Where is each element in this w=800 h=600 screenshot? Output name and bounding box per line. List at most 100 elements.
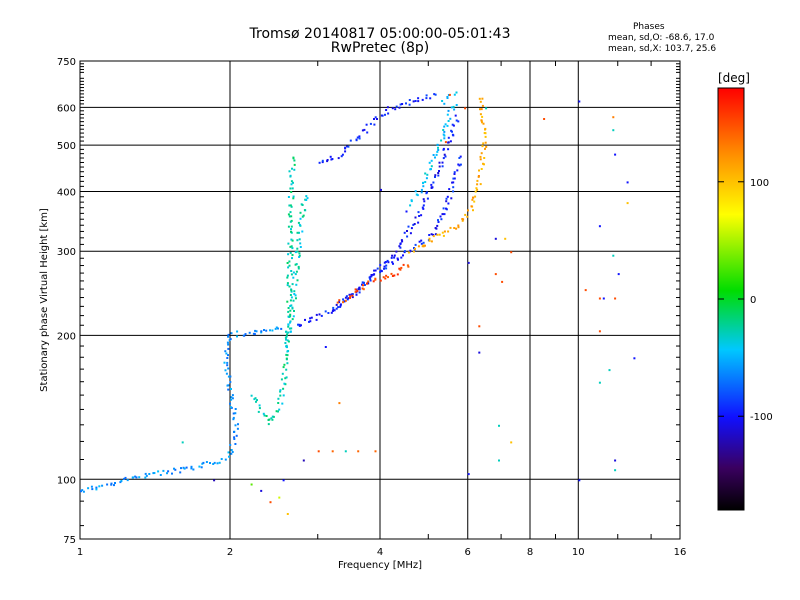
- data-point: [422, 185, 425, 188]
- data-point: [289, 187, 292, 190]
- data-point: [291, 187, 294, 190]
- data-point: [373, 123, 376, 126]
- data-point: [224, 369, 227, 372]
- colorbar-tick-label: 0: [750, 295, 756, 306]
- data-point: [287, 310, 290, 313]
- data-point: [438, 161, 441, 164]
- data-point: [397, 258, 399, 261]
- data-point: [285, 353, 288, 356]
- data-point: [395, 105, 398, 108]
- data-point: [297, 323, 299, 326]
- data-point: [218, 461, 221, 464]
- data-point: [474, 195, 477, 198]
- data-point: [213, 479, 216, 482]
- data-point: [617, 273, 620, 276]
- data-point: [612, 116, 615, 119]
- data-point: [380, 188, 382, 191]
- data-point: [441, 161, 444, 164]
- data-point: [287, 325, 290, 328]
- data-point: [308, 320, 310, 323]
- data-point: [231, 451, 234, 453]
- data-point: [234, 424, 237, 427]
- data-point: [467, 473, 470, 476]
- data-point: [498, 459, 500, 462]
- data-point: [442, 157, 445, 160]
- data-point: [306, 197, 309, 200]
- data-point: [274, 327, 277, 330]
- data-point: [227, 335, 229, 338]
- data-point: [299, 246, 302, 248]
- y-tick-label: 600: [57, 103, 76, 114]
- data-point: [434, 93, 437, 96]
- data-point: [437, 149, 440, 151]
- data-point: [286, 333, 288, 336]
- data-point: [286, 282, 289, 285]
- data-point: [293, 310, 295, 312]
- data-point: [285, 345, 288, 348]
- data-point: [356, 136, 359, 139]
- data-point: [299, 211, 302, 214]
- data-point: [441, 165, 444, 168]
- data-point: [481, 145, 484, 148]
- data-point: [430, 240, 433, 243]
- data-point: [453, 227, 456, 229]
- data-point: [461, 218, 464, 220]
- data-point: [376, 118, 378, 120]
- y-tick-label: 200: [57, 331, 76, 342]
- data-point: [423, 200, 426, 203]
- data-point: [255, 400, 257, 403]
- data-point: [297, 265, 300, 268]
- data-point: [339, 304, 342, 307]
- data-point: [301, 204, 304, 206]
- data-point: [372, 273, 375, 276]
- data-point: [289, 174, 292, 177]
- data-point: [299, 242, 302, 245]
- data-point: [269, 329, 271, 332]
- data-point: [226, 361, 229, 364]
- data-point: [227, 343, 230, 346]
- data-point: [372, 280, 375, 283]
- data-point: [226, 341, 229, 344]
- data-point: [279, 390, 282, 393]
- x-tick-label: 16: [674, 547, 687, 558]
- data-point: [258, 407, 261, 410]
- data-point: [479, 155, 482, 158]
- data-point: [425, 97, 428, 100]
- data-point: [398, 245, 401, 248]
- data-point: [479, 183, 482, 186]
- data-point: [338, 301, 341, 304]
- data-point: [288, 260, 291, 263]
- data-point: [230, 452, 233, 455]
- data-point: [344, 150, 347, 153]
- data-point: [298, 252, 301, 255]
- data-point: [479, 158, 482, 161]
- data-point: [225, 352, 228, 355]
- data-point: [286, 300, 289, 303]
- data-point: [289, 305, 292, 307]
- data-point: [229, 402, 231, 405]
- data-point: [173, 467, 175, 470]
- data-point: [451, 123, 454, 126]
- data-point: [367, 280, 370, 283]
- data-point: [476, 183, 479, 186]
- data-point: [414, 216, 417, 219]
- x-tick-label: 8: [527, 547, 533, 558]
- data-point: [379, 271, 382, 273]
- data-point: [287, 266, 290, 269]
- data-point: [437, 221, 440, 223]
- data-point: [481, 115, 484, 118]
- data-point: [286, 284, 289, 287]
- data-point: [471, 198, 474, 201]
- data-point: [452, 190, 455, 193]
- data-point: [290, 228, 292, 231]
- data-point: [612, 129, 615, 132]
- grid-lines: [80, 61, 680, 539]
- data-point: [286, 276, 289, 279]
- data-point: [452, 181, 455, 184]
- data-point: [291, 283, 294, 286]
- data-point: [420, 214, 423, 217]
- data-point: [232, 418, 235, 421]
- data-point: [287, 340, 290, 343]
- data-point: [365, 123, 368, 126]
- data-point: [291, 307, 294, 310]
